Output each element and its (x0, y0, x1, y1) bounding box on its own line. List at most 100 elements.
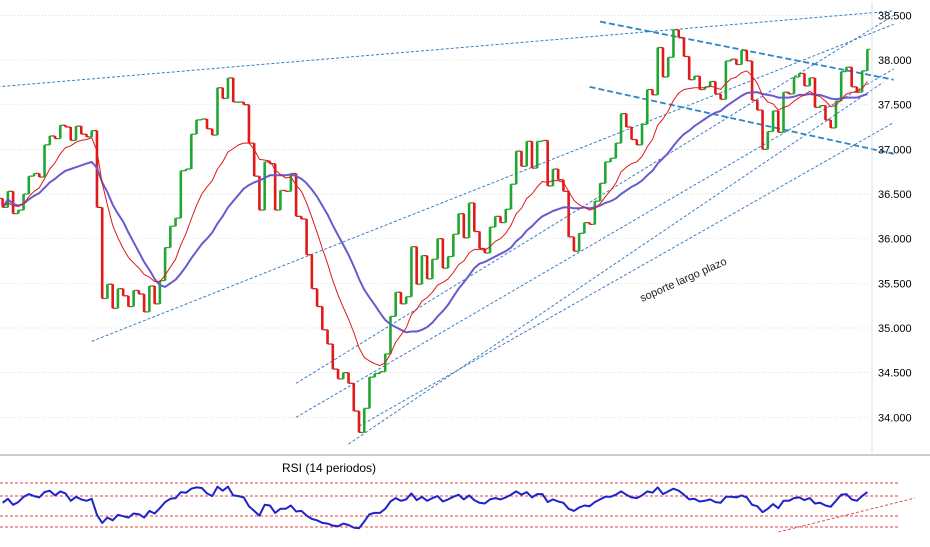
candle (17, 210, 20, 214)
candle (535, 141, 539, 169)
candle (268, 161, 272, 164)
y-tick-label: 34.500 (878, 368, 912, 380)
candle (38, 173, 41, 178)
candle (656, 47, 660, 95)
candle (404, 296, 408, 304)
candle (766, 131, 770, 150)
candle (687, 56, 691, 80)
candle (750, 60, 754, 101)
candle (756, 100, 759, 111)
candle (221, 87, 225, 99)
candle (782, 92, 785, 133)
candle (614, 143, 618, 159)
y-tick-label: 38.500 (878, 10, 912, 22)
candle (845, 67, 848, 72)
candle (321, 306, 324, 330)
candle (148, 285, 151, 312)
candle (645, 89, 649, 125)
candle (452, 234, 455, 257)
y-tick-label: 36.000 (878, 234, 912, 246)
y-tick-label: 36.500 (878, 189, 912, 201)
candle (315, 288, 319, 307)
candle (776, 110, 780, 133)
candle (488, 227, 492, 253)
candle (457, 213, 460, 235)
candle (729, 59, 733, 61)
candle (808, 77, 812, 86)
candle (462, 213, 466, 238)
trendline-channel-upper (295, 14, 894, 384)
candle (336, 369, 340, 379)
trendline-channel-lower (91, 23, 894, 342)
candle (263, 161, 266, 211)
y-tick-label: 34.000 (878, 412, 912, 424)
candle (520, 151, 523, 167)
candle (598, 183, 602, 202)
candle (619, 113, 623, 144)
candle (467, 202, 471, 238)
moving-averages (1, 70, 868, 366)
candle (609, 158, 612, 162)
price-grid (0, 15, 870, 418)
candle (499, 216, 502, 223)
candle (604, 161, 607, 184)
rsi-trendline (778, 497, 916, 533)
candle (797, 73, 801, 78)
candle (85, 134, 88, 137)
candle (478, 231, 481, 249)
candle (247, 104, 251, 144)
candle (572, 236, 576, 252)
candle (866, 49, 869, 71)
candle (169, 226, 172, 248)
candle (666, 57, 670, 78)
candle (74, 126, 78, 141)
candle (116, 288, 120, 309)
y-tick-label: 37.500 (878, 100, 912, 112)
trendline-support-long (348, 81, 884, 445)
candle (100, 207, 104, 299)
candle (624, 113, 628, 128)
candle (111, 284, 114, 309)
candle (32, 173, 36, 177)
candle (142, 294, 146, 312)
candle (525, 141, 529, 167)
candle (394, 292, 397, 317)
candle (132, 290, 135, 307)
rsi-panel (0, 482, 916, 533)
candle (567, 191, 570, 237)
candle (137, 290, 141, 295)
candle (682, 37, 686, 57)
candle (310, 254, 314, 289)
candle (189, 134, 193, 170)
candle (509, 184, 513, 210)
candle (58, 125, 62, 139)
candle (698, 76, 701, 90)
candles (0, 29, 871, 434)
candle (410, 246, 413, 297)
candle (436, 238, 439, 260)
candle (672, 29, 675, 58)
y-tick-label: 35.500 (878, 278, 912, 290)
candle (850, 67, 853, 87)
candle (761, 110, 764, 150)
candle (184, 169, 188, 171)
candle (158, 280, 162, 304)
candle (378, 371, 382, 374)
candle (352, 383, 356, 412)
candle (121, 288, 125, 296)
candle (813, 77, 817, 108)
candle (90, 130, 94, 137)
candle (556, 169, 560, 180)
candle (839, 71, 843, 102)
candle (504, 209, 508, 223)
rsi-panel-label: RSI (14 periodos) (282, 461, 376, 475)
candle (630, 127, 633, 140)
candle (153, 285, 156, 304)
candle (787, 92, 791, 94)
candle (174, 218, 177, 227)
candle (368, 377, 371, 409)
candle (855, 86, 859, 93)
candle (473, 202, 476, 232)
candle (163, 247, 167, 281)
